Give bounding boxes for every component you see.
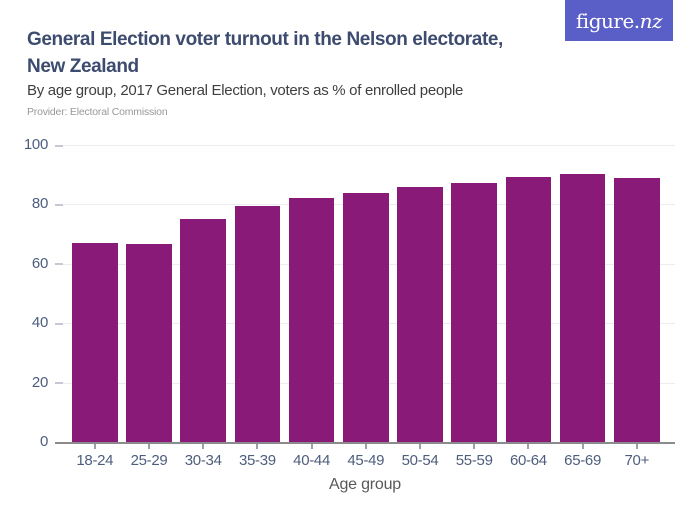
x-axis-label-65-69: 65-69	[564, 452, 602, 469]
x-tick-55-59	[473, 444, 476, 449]
data-provider-label: Provider: Electoral Commission	[27, 106, 168, 118]
x-tick-60-64	[527, 444, 530, 449]
chart-title: General Election voter turnout in the Ne…	[27, 26, 503, 80]
chart-subtitle: By age group, 2017 General Election, vot…	[27, 82, 464, 99]
bar-45-49[interactable]	[343, 192, 389, 442]
y-tick-100	[55, 144, 63, 147]
x-axis-line	[55, 442, 675, 444]
x-axis-label-25-29: 25-29	[130, 452, 168, 469]
bar-60-64[interactable]	[505, 177, 552, 442]
y-axis-label-40: 40	[31, 314, 48, 332]
x-tick-50-54	[419, 444, 421, 449]
bar-55-59[interactable]	[451, 182, 497, 442]
y-axis-label-100: 100	[23, 136, 48, 153]
x-tick-70+	[635, 444, 638, 449]
x-tick-40-44	[310, 444, 313, 449]
logo-text-italic: nz	[639, 8, 663, 33]
x-axis-label-50-54: 50-54	[401, 452, 439, 469]
bar-70+[interactable]	[614, 177, 660, 442]
y-axis-label-60: 60	[31, 254, 48, 272]
bar-35-39[interactable]	[234, 206, 281, 442]
x-axis-label-45-49: 45-49	[347, 452, 385, 469]
x-tick-18-24	[93, 444, 96, 449]
x-tick-30-34	[202, 444, 205, 449]
y-axis-label-0: 0	[39, 433, 48, 450]
y-tick-80	[55, 203, 63, 206]
chart-title-line1: General Election voter turnout in the Ne…	[27, 29, 503, 50]
x-tick-45-49	[364, 444, 367, 449]
bar-65-69[interactable]	[559, 173, 606, 442]
y-tick-60	[55, 263, 63, 266]
x-tick-65-69	[581, 444, 584, 449]
x-tick-25-29	[148, 444, 150, 449]
x-axis-label-55-59: 55-59	[455, 452, 493, 469]
x-axis-label-18-24: 18-24	[76, 452, 114, 469]
bar-18-24[interactable]	[72, 243, 118, 442]
y-axis-label-20: 20	[31, 373, 48, 391]
bar-40-44[interactable]	[288, 198, 335, 442]
y-tick-40	[55, 322, 63, 325]
y-tick-20	[55, 382, 63, 385]
bar-30-34[interactable]	[180, 219, 226, 442]
x-axis-label-70+: 70+	[624, 452, 650, 469]
x-axis-label-40-44: 40-44	[293, 452, 331, 469]
logo-text-roman: figure.	[575, 8, 640, 33]
figure-nz-logo[interactable]: figure. nz	[565, 0, 673, 41]
y-axis-label-80: 80	[31, 195, 48, 213]
x-tick-35-39	[256, 444, 259, 449]
x-axis-label-35-39: 35-39	[238, 452, 276, 469]
x-axis-label-30-34: 30-34	[184, 452, 222, 469]
gridline-y100	[55, 145, 675, 146]
x-axis-title: Age group	[328, 476, 402, 493]
bar-50-54[interactable]	[397, 187, 443, 442]
bar-25-29[interactable]	[126, 243, 172, 442]
chart-title-line2: New Zealand	[27, 56, 139, 77]
x-axis-label-60-64: 60-64	[509, 452, 547, 469]
